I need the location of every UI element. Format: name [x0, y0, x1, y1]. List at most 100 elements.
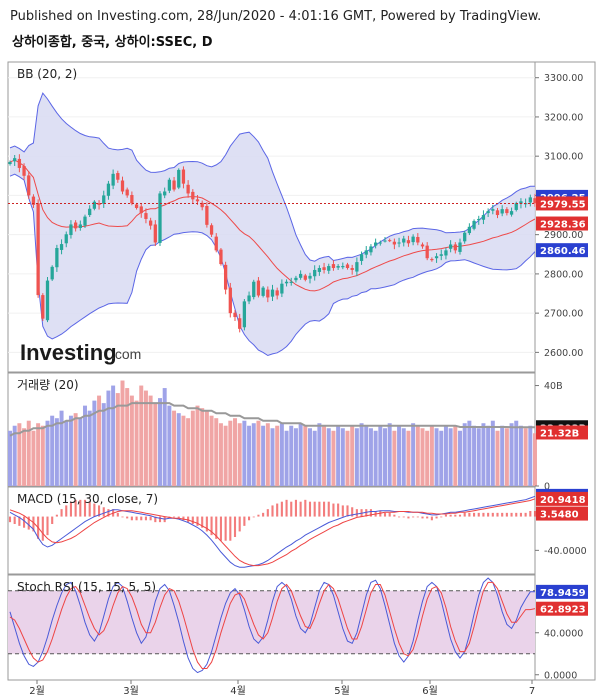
- candle: [528, 194, 532, 207]
- candle-body: [430, 258, 434, 261]
- candle: [373, 238, 378, 249]
- candle: [467, 223, 472, 236]
- candle-body: [209, 225, 214, 235]
- candle-body: [158, 193, 162, 243]
- macd-histogram-bar: [473, 512, 476, 517]
- macd-histogram-bar: [519, 512, 522, 517]
- candle-body: [336, 266, 340, 268]
- volume-bar: [228, 420, 233, 486]
- price-tag-bg: [536, 216, 588, 231]
- price-tag-label: 3.5480: [540, 510, 579, 521]
- candle-body: [111, 173, 115, 186]
- candle-body: [439, 254, 443, 256]
- volume-bar: [453, 425, 458, 486]
- candle-body: [134, 204, 139, 208]
- y-tick-label: 3200.00: [544, 112, 583, 123]
- candle-body: [125, 189, 129, 196]
- candle: [252, 279, 256, 300]
- candle-body: [298, 273, 303, 278]
- volume-bar: [120, 380, 125, 486]
- macd-histogram-bar: [440, 516, 443, 518]
- candle: [13, 155, 17, 166]
- candle: [88, 205, 92, 217]
- candle: [331, 260, 336, 271]
- candle-body: [219, 249, 223, 265]
- volume-bar: [387, 423, 392, 486]
- candle: [444, 247, 448, 260]
- candle: [345, 262, 350, 270]
- volume-bar: [214, 418, 219, 486]
- bollinger-upper: [9, 92, 535, 262]
- volume-bar: [279, 423, 284, 486]
- macd-histogram-bar: [51, 516, 54, 524]
- price-tag-bg: [536, 491, 588, 506]
- macd-histogram-bar: [487, 512, 490, 517]
- volume-bar: [397, 425, 402, 486]
- volume-bar: [101, 403, 106, 486]
- volume-bar: [59, 410, 64, 486]
- macd-histogram-bar: [154, 516, 157, 523]
- candle: [458, 238, 462, 255]
- y-tick-label: 2600.00: [544, 348, 583, 359]
- candle: [392, 238, 397, 250]
- candle-body: [102, 195, 106, 204]
- candle: [228, 282, 232, 318]
- candle-body: [228, 287, 232, 314]
- candle: [322, 262, 326, 274]
- volume-bar: [486, 425, 491, 486]
- macd-histogram-bar: [173, 516, 176, 518]
- volume-bar: [111, 385, 116, 486]
- candle: [59, 239, 64, 255]
- candle-body: [181, 169, 186, 184]
- volume-bar: [247, 425, 252, 486]
- volume-bar: [359, 423, 364, 486]
- volume-bar: [186, 418, 191, 486]
- candle: [73, 220, 78, 232]
- volume-bar: [92, 400, 97, 486]
- candle: [453, 242, 457, 254]
- y-tick-label: 2900.00: [544, 230, 583, 241]
- candle: [303, 273, 307, 282]
- macd-histogram-bar: [402, 516, 405, 518]
- candle: [209, 223, 214, 238]
- x-axis-label: 4월: [230, 685, 246, 697]
- macd-histogram-bar: [177, 516, 180, 519]
- macd-histogram-bar: [458, 514, 462, 517]
- volume-bar: [504, 428, 509, 486]
- macd-histogram-bar: [435, 516, 438, 519]
- x-axis-label: 5월: [334, 685, 350, 697]
- macd-histogram-bar: [271, 505, 274, 517]
- volume-bar: [523, 428, 528, 486]
- candle-body: [120, 180, 125, 192]
- macd-histogram-bar: [140, 516, 143, 521]
- volume-bar: [68, 415, 73, 486]
- volume-bar: [275, 425, 280, 486]
- candle-body: [467, 226, 472, 234]
- candle: [83, 214, 87, 228]
- macd-histogram-bar: [323, 501, 326, 517]
- macd-histogram-bar: [510, 512, 513, 517]
- candle-body: [22, 165, 26, 176]
- volume-bar: [345, 430, 350, 486]
- volume-bar: [143, 390, 148, 486]
- candle: [92, 200, 97, 211]
- macd-histogram-bar: [496, 512, 499, 517]
- volume-bar: [209, 415, 214, 486]
- macd-histogram-bar: [243, 516, 246, 526]
- candle-body: [481, 215, 486, 220]
- macd-histogram-bar: [393, 514, 396, 517]
- candle: [97, 200, 101, 210]
- macd-histogram-bar: [398, 516, 401, 518]
- volume-bar: [167, 405, 172, 486]
- y-tick-label: 2700.00: [544, 309, 583, 320]
- candle: [17, 154, 22, 173]
- bollinger-lower: [9, 173, 536, 357]
- volume-bar: [12, 425, 17, 486]
- candle-body: [64, 234, 68, 244]
- macd-histogram-bar: [407, 516, 410, 519]
- volume-bar: [125, 388, 130, 486]
- volume-bar: [509, 423, 514, 486]
- volume-bar: [87, 410, 92, 486]
- macd-histogram-bar: [463, 512, 466, 517]
